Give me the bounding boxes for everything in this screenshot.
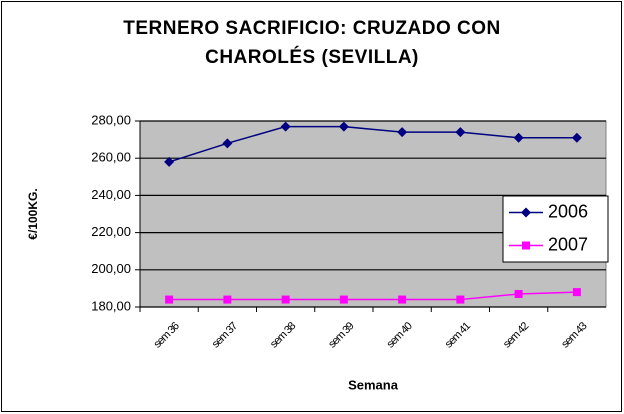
point <box>397 127 408 138</box>
series-line <box>169 291 577 301</box>
point <box>339 295 348 304</box>
y-axis-title: €/100KG. <box>26 188 40 239</box>
point <box>223 295 232 304</box>
point <box>455 127 466 138</box>
point <box>513 132 524 143</box>
legend-box <box>502 195 609 263</box>
point <box>164 156 175 167</box>
y-tick-label: 240,00 <box>91 187 131 202</box>
series-line <box>168 125 577 163</box>
point <box>571 132 582 143</box>
x-axis-title: Semana <box>348 377 399 392</box>
point <box>280 121 291 132</box>
point <box>456 295 465 304</box>
y-tick-label: 280,00 <box>91 112 131 127</box>
legend-label: 2007 <box>548 234 588 254</box>
point <box>165 295 174 304</box>
point <box>522 241 530 250</box>
y-tick-label: 260,00 <box>91 150 131 165</box>
point <box>521 207 531 218</box>
chart-title: TERNERO SACRIFICIO: CRUZADO CON CHAROLÉS… <box>123 18 501 68</box>
y-tick-label: 200,00 <box>91 261 131 276</box>
point <box>514 289 523 298</box>
y-tick-label: 220,00 <box>91 224 131 239</box>
point <box>572 288 581 297</box>
point <box>398 295 407 304</box>
y-tick-label: 180,00 <box>91 298 131 313</box>
point <box>281 295 290 304</box>
point <box>222 138 233 149</box>
legend-label: 2006 <box>548 201 588 221</box>
point <box>338 121 349 132</box>
